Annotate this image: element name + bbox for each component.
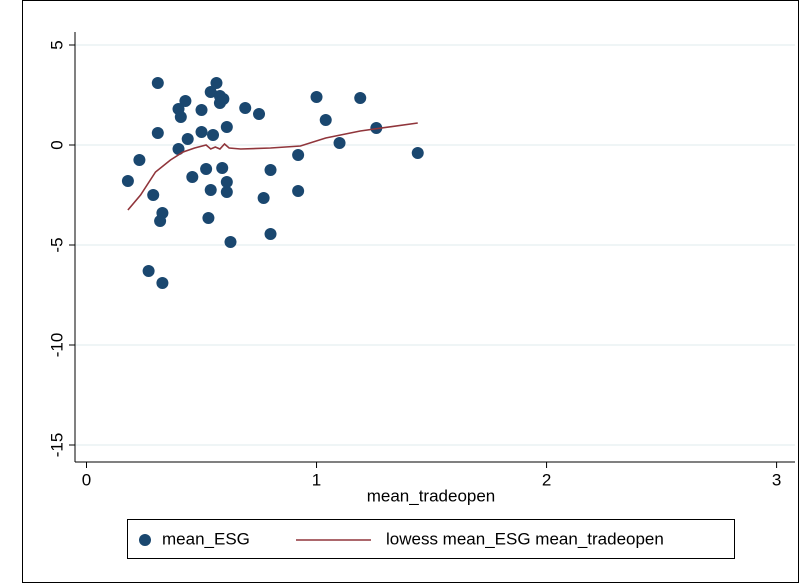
scatter-point <box>220 186 233 198</box>
legend-box <box>127 519 735 559</box>
legend-label: mean_ESG <box>162 529 250 548</box>
x-tick-label: 1 <box>312 470 321 489</box>
scatter-point <box>121 175 134 187</box>
scatter-point <box>172 143 185 155</box>
scatter-point <box>142 265 155 277</box>
scatter-point <box>151 77 164 89</box>
scatter-point <box>204 184 217 196</box>
scatter-point <box>207 129 220 141</box>
frame <box>22 0 799 583</box>
scatter-point <box>257 192 270 204</box>
scatter-point <box>147 189 160 201</box>
y-tick-label: -10 <box>47 333 66 358</box>
scatter-point <box>224 236 237 248</box>
scatter-point <box>310 91 323 103</box>
scatter-point <box>151 127 164 139</box>
lowess-line <box>127 122 418 211</box>
scatter-point <box>411 147 424 159</box>
x-tick-label: 2 <box>542 470 551 489</box>
scatter-point <box>186 171 199 183</box>
y-tick-label: -15 <box>47 433 66 458</box>
scatter-point <box>195 104 208 116</box>
legend-label: lowess mean_ESG mean_tradeopen <box>386 529 664 548</box>
scatter-point <box>220 176 233 188</box>
y-tick-label: -5 <box>47 237 66 252</box>
scatter-point <box>179 95 192 107</box>
legend-marker <box>139 534 151 546</box>
scatter-point <box>354 92 367 104</box>
scatter-point <box>292 149 305 161</box>
scatter-point <box>210 77 223 89</box>
scatter-point <box>264 164 277 176</box>
scatter-point <box>133 154 146 166</box>
x-axis-title: mean_tradeopen <box>367 486 496 505</box>
scatter-point <box>181 133 194 145</box>
y-tick-label: 0 <box>47 140 66 149</box>
scatter-point <box>204 86 217 98</box>
x-tick-label: 0 <box>82 470 91 489</box>
y-tick-label: 5 <box>47 40 66 49</box>
scatter-point <box>239 102 252 114</box>
scatter-point <box>202 212 215 224</box>
scatter-point <box>216 162 229 174</box>
scatter-point <box>156 277 169 289</box>
x-tick-label: 3 <box>772 470 781 489</box>
scatter-point <box>217 93 230 105</box>
scatter-point <box>220 121 233 133</box>
scatter-point <box>195 126 208 138</box>
scatter-point <box>292 185 305 197</box>
scatter-point <box>200 163 213 175</box>
scatter-point <box>264 228 277 240</box>
scatter-point <box>154 215 167 227</box>
scatter-point <box>319 114 332 126</box>
scatter-point <box>174 111 187 123</box>
scatter-point <box>253 108 266 120</box>
scatter-point <box>333 137 346 149</box>
